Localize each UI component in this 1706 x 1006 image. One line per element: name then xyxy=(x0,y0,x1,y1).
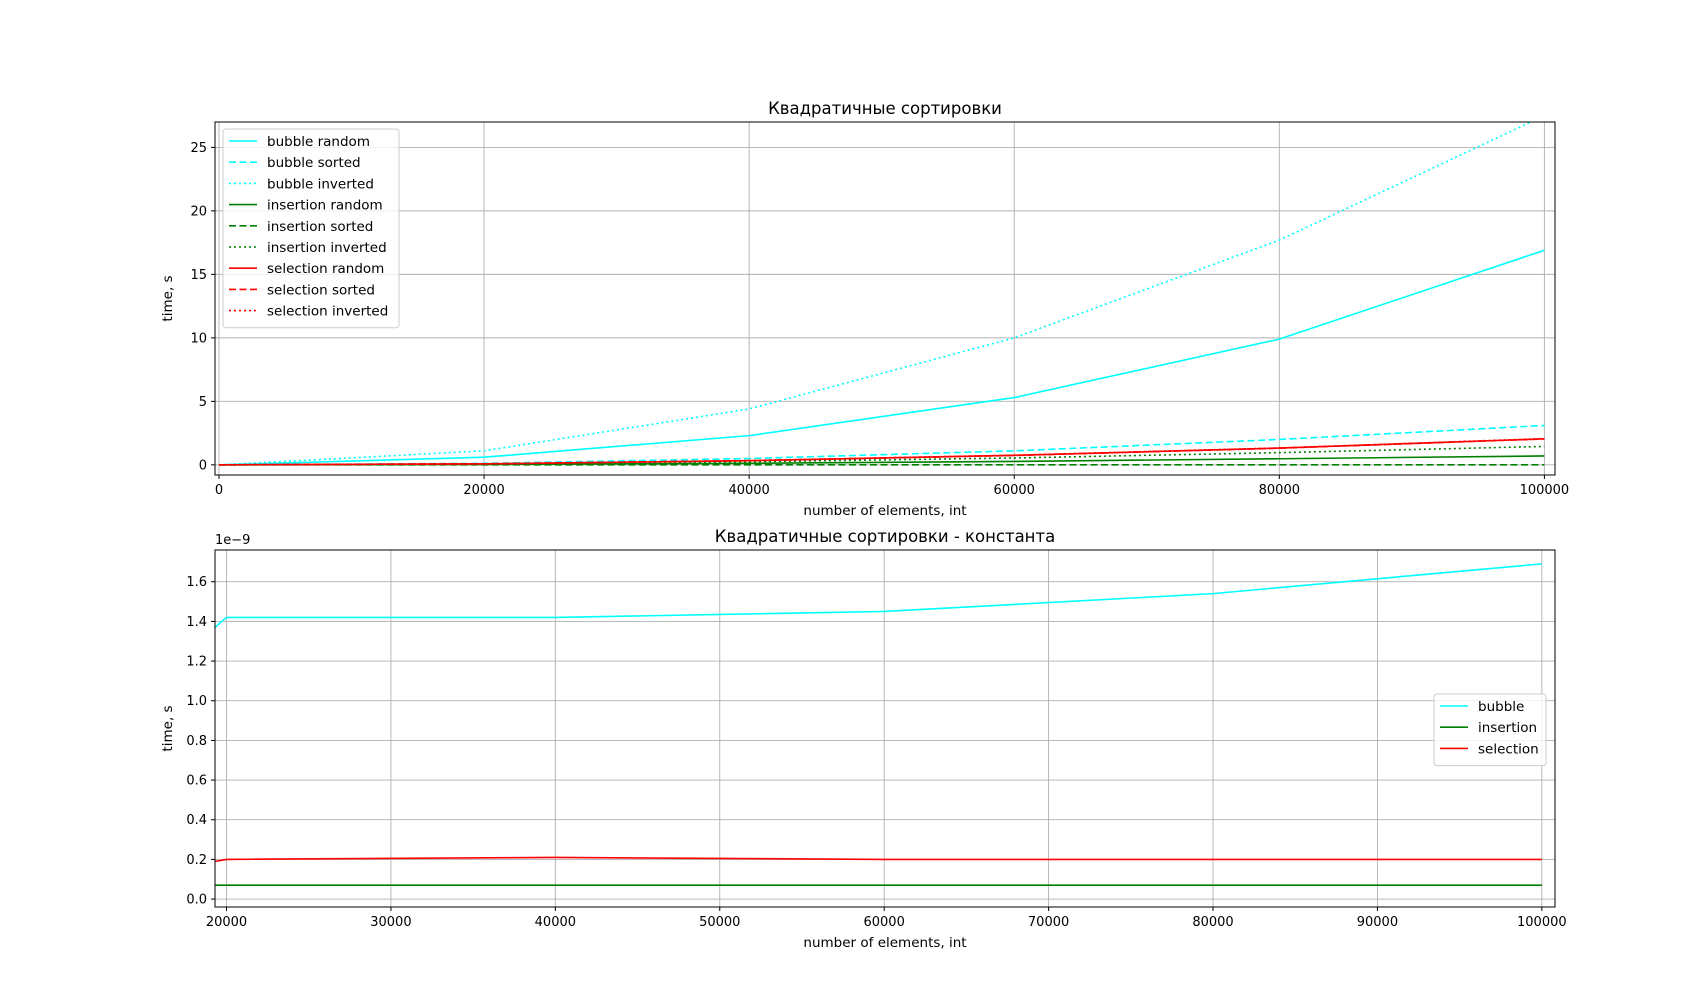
series-line-bubble xyxy=(215,563,1542,628)
x-tick-label: 70000 xyxy=(1028,915,1069,930)
legend-label: bubble sorted xyxy=(267,155,361,171)
legend: bubble insertion selection xyxy=(1433,693,1547,767)
chart-title: Квадратичные сортировки xyxy=(768,99,1002,118)
x-tick-label: 60000 xyxy=(863,915,904,930)
series-line-bubble-random xyxy=(218,249,1545,466)
y-tick-label: 1.6 xyxy=(186,575,207,590)
y-tick-label: 25 xyxy=(190,141,207,156)
legend-label: bubble xyxy=(1478,699,1524,715)
y-tick-label: 0.8 xyxy=(186,734,207,749)
legend: bubble random bubble sorted bubble inverte… xyxy=(222,128,400,329)
axes-frame xyxy=(214,549,1556,908)
y-tick-label: 0 xyxy=(199,458,207,473)
x-tick-label: 40000 xyxy=(728,483,769,498)
y-tick-label: 15 xyxy=(190,268,207,283)
legend-label: bubble inverted xyxy=(267,176,374,192)
y-tick-label: 20 xyxy=(190,204,207,219)
y-tick-label: 10 xyxy=(190,331,207,346)
legend-label: insertion inverted xyxy=(267,240,387,256)
legend-label: selection xyxy=(1478,741,1539,757)
chart-top: 0 20000 40000 60000 80000 100000 0 5 10 15 20 25 num… xyxy=(160,99,1569,519)
x-tick-label: 0 xyxy=(215,483,223,498)
legend-box xyxy=(222,128,400,329)
series-group xyxy=(218,122,1545,466)
legend-label: insertion xyxy=(1478,720,1537,736)
axes-frame xyxy=(214,121,1556,476)
chart-bottom: 20000 30000 40000 50000 60000 70000 80000 90000… xyxy=(160,527,1567,951)
legend-label: selection sorted xyxy=(267,282,375,298)
grid xyxy=(215,122,1555,475)
chart-title: Квадратичные сортировки - константа xyxy=(715,527,1055,546)
x-tick-label: 100000 xyxy=(1517,915,1567,930)
x-tick-label: 80000 xyxy=(1192,915,1233,930)
legend-label: insertion sorted xyxy=(267,219,373,235)
x-tick-label: 40000 xyxy=(535,915,576,930)
y-tick-label: 0.6 xyxy=(186,774,207,789)
x-tick-label: 90000 xyxy=(1357,915,1398,930)
x-tick-label: 60000 xyxy=(994,483,1035,498)
x-tick-label: 100000 xyxy=(1520,483,1570,498)
y-tick-label: 1.2 xyxy=(186,655,207,670)
y-axis-label: time, s xyxy=(160,705,176,751)
series-group xyxy=(215,563,1542,886)
series-line-selection xyxy=(215,856,1542,863)
y-tick-label: 5 xyxy=(199,395,207,410)
series-line-selection-inverted xyxy=(218,437,1545,466)
legend-label: insertion random xyxy=(267,198,383,214)
x-tick-label: 80000 xyxy=(1259,483,1300,498)
y-axis-label: time, s xyxy=(160,275,176,321)
y-tick-label: 0.4 xyxy=(186,813,207,828)
legend-label: bubble random xyxy=(267,134,370,150)
grid xyxy=(215,550,1555,907)
y-offset-label: 1e−9 xyxy=(215,533,250,548)
legend-label: selection inverted xyxy=(267,304,388,320)
x-tick-label: 50000 xyxy=(699,915,740,930)
series-line-bubble-inverted xyxy=(218,122,1533,466)
y-tick-label: 0.2 xyxy=(186,853,207,868)
x-tick-label: 20000 xyxy=(463,483,504,498)
legend-label: selection random xyxy=(267,261,384,277)
y-tick-label: 1.0 xyxy=(186,694,207,709)
x-axis-label: number of elements, int xyxy=(803,935,966,951)
x-tick-label: 30000 xyxy=(370,915,411,930)
x-tick-label: 20000 xyxy=(206,915,247,930)
y-tick-label: 1.4 xyxy=(186,615,207,630)
y-tick-label: 0.0 xyxy=(186,893,207,908)
x-axis-label: number of elements, int xyxy=(803,503,966,519)
